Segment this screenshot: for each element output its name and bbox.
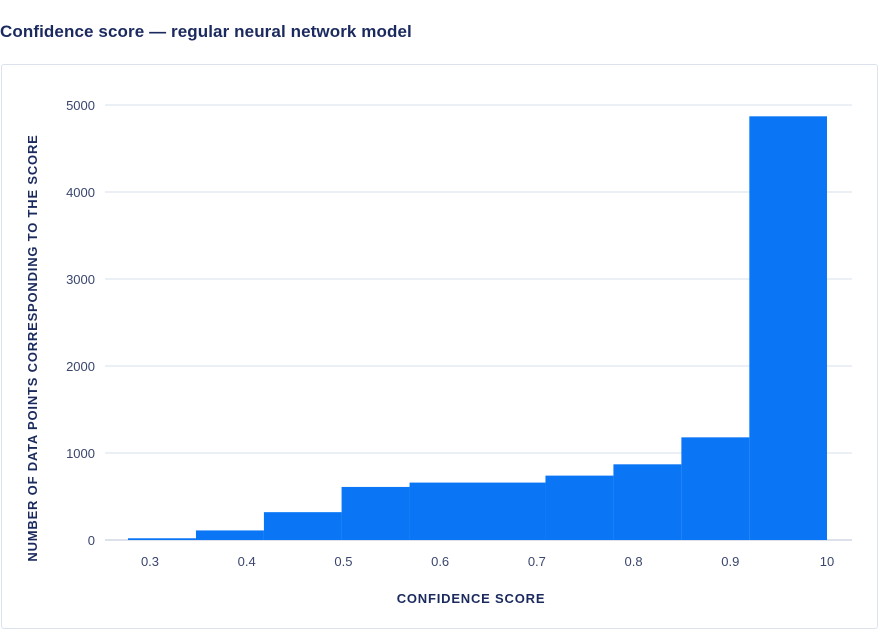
histogram-bar bbox=[613, 464, 682, 540]
x-tick-label: 0.6 bbox=[431, 554, 449, 569]
histogram-bar bbox=[409, 482, 546, 540]
chart-title: Confidence score — regular neural networ… bbox=[0, 22, 412, 41]
y-tick-label: 4000 bbox=[66, 185, 95, 200]
x-tick-label: 0.4 bbox=[238, 554, 256, 569]
y-tick-label: 2000 bbox=[66, 359, 95, 374]
y-tick-label: 1000 bbox=[66, 446, 95, 461]
histogram-bar bbox=[341, 486, 410, 540]
x-axis-title: CONFIDENCE SCORE bbox=[397, 591, 546, 606]
y-axis-title: NUMBER OF DATA POINTS CORRESPONDING TO T… bbox=[25, 134, 40, 561]
histogram-bar bbox=[545, 475, 614, 540]
x-tick-label: 0.8 bbox=[625, 554, 643, 569]
y-axis-ticks: 0 1000 2000 3000 4000 5000 bbox=[66, 98, 95, 548]
bars bbox=[128, 116, 827, 540]
x-tick-label: 0.9 bbox=[721, 554, 739, 569]
x-tick-label: 10 bbox=[820, 554, 834, 569]
x-axis-ticks: 0.3 0.4 0.5 0.6 0.7 0.8 0.9 10 bbox=[141, 554, 834, 569]
histogram-bar bbox=[195, 530, 264, 540]
y-tick-label: 5000 bbox=[66, 98, 95, 113]
histogram-bar bbox=[681, 437, 750, 540]
x-tick-label: 0.3 bbox=[141, 554, 159, 569]
histogram-bar bbox=[263, 512, 342, 540]
y-tick-label: 3000 bbox=[66, 272, 95, 287]
histogram-bar bbox=[128, 538, 196, 540]
x-tick-label: 0.5 bbox=[334, 554, 352, 569]
y-tick-label: 0 bbox=[88, 533, 95, 548]
histogram-bar bbox=[749, 116, 827, 540]
x-tick-label: 0.7 bbox=[528, 554, 546, 569]
